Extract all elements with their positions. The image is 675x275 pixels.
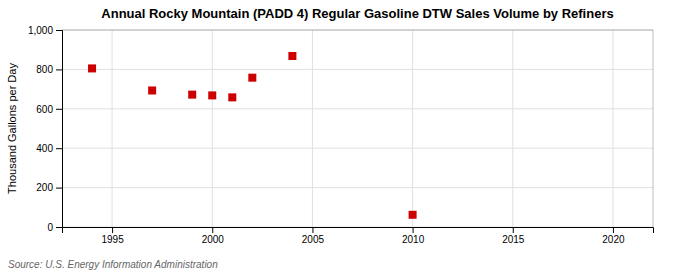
grid-line-y — [62, 30, 653, 31]
grid-line-y — [62, 187, 653, 188]
x-axis: 1995 2000 2005 2010 2015 2020 — [63, 227, 654, 245]
y-axis: 0 200 400 600 800 1,000 — [28, 25, 63, 233]
y-tick-label: 400 — [36, 143, 53, 154]
x-tick-mark — [413, 227, 414, 233]
grid-line-x — [512, 30, 513, 227]
grid-line-y — [62, 148, 653, 149]
y-tick-mark — [56, 69, 62, 70]
x-axis-line — [63, 228, 654, 234]
point — [288, 52, 296, 60]
x-tick: 2000 — [202, 227, 225, 245]
y-tick: 1,000 — [28, 25, 62, 36]
y-tick: 400 — [36, 143, 62, 154]
y-tick: 600 — [36, 104, 62, 115]
y-tick: 200 — [36, 182, 62, 193]
point — [188, 91, 196, 99]
x-tick: 2020 — [602, 227, 625, 245]
x-tick: 1995 — [101, 227, 124, 245]
source-note: Source: U.S. Energy Information Administ… — [8, 259, 218, 270]
chart-svg: 1995 2000 2005 2010 2015 2020 0 200 400 600 800 1,0… — [0, 0, 675, 275]
grid-line-x — [412, 30, 413, 227]
point — [148, 86, 156, 94]
x-tick-mark — [112, 227, 113, 233]
x-tick-mark — [613, 227, 614, 233]
y-tick-mark — [56, 227, 62, 228]
y-tick-mark — [56, 188, 62, 189]
point — [409, 211, 417, 219]
y-tick-label: 600 — [36, 104, 53, 115]
x-tick-label: 2020 — [602, 234, 625, 245]
x-tick: 2015 — [502, 227, 525, 245]
frame-top — [62, 30, 653, 31]
chart-container: 1995 2000 2005 2010 2015 2020 0 200 400 600 800 1,0… — [0, 0, 675, 275]
x-tick-mark — [312, 227, 313, 233]
point — [228, 93, 236, 101]
title: Annual Rocky Mountain (PADD 4) Regular G… — [101, 6, 613, 21]
x-tick-label: 2005 — [302, 234, 325, 245]
x-tick-mark — [513, 227, 514, 233]
grid-line-x — [112, 30, 113, 227]
grid-line-x — [212, 30, 213, 227]
x-tick-label: 2015 — [502, 234, 525, 245]
x-tick-label: 1995 — [101, 234, 124, 245]
x-tick: 2010 — [402, 227, 425, 245]
y-tick-label: 200 — [36, 182, 53, 193]
grid-line-x — [312, 30, 313, 227]
x-tick: 2005 — [302, 227, 325, 245]
point — [88, 64, 96, 72]
y-tick-label: 1,000 — [28, 25, 53, 36]
y-tick-label: 0 — [47, 222, 53, 233]
grid — [62, 30, 653, 227]
points — [88, 52, 417, 219]
y-tick-mark — [56, 109, 62, 110]
y-axis-label: Thousand Gallons per Day — [6, 63, 18, 194]
y-tick-mark — [56, 30, 62, 31]
x-tick-label: 2000 — [202, 234, 225, 245]
grid-line-x — [612, 30, 613, 227]
grid-line-y — [62, 108, 653, 109]
x-tick-label: 2010 — [402, 234, 425, 245]
grid-line-y — [62, 69, 653, 70]
y-axis-line — [56, 31, 63, 228]
frame-right — [653, 30, 654, 227]
y-tick: 0 — [47, 222, 62, 233]
y-tick-label: 800 — [36, 64, 53, 75]
y-tick-mark — [56, 148, 62, 149]
y-tick: 800 — [36, 64, 62, 75]
point — [248, 74, 256, 82]
point — [208, 91, 216, 99]
plot-area: 1995 2000 2005 2010 2015 2020 0 200 400 600 800 1,0… — [28, 25, 654, 245]
x-tick-mark — [212, 227, 213, 233]
